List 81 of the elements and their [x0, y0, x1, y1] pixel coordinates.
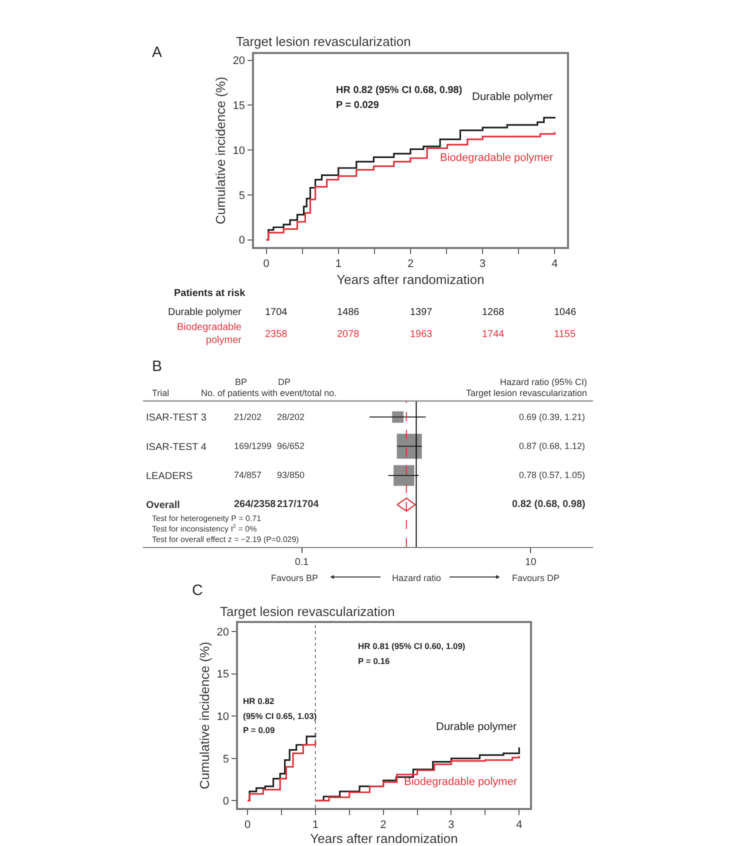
- text: 1046: [554, 307, 577, 318]
- series-label: Durable polymer: [472, 91, 554, 103]
- annotation: 28/202: [277, 412, 305, 422]
- text: 1397: [410, 307, 433, 318]
- text: 1704: [265, 307, 288, 318]
- y-tick-label: 20: [232, 55, 246, 68]
- y-tick-label: 0: [238, 234, 246, 247]
- annotation: Test for overall effect z = −2.19 (P=0.029): [152, 535, 300, 544]
- annotation: 169/1299: [234, 441, 272, 451]
- y-tick-label: 20: [216, 626, 230, 638]
- text: Biodegradable polymer: [177, 322, 242, 346]
- text: Hazard ratio (95% CI): [500, 377, 588, 387]
- text: 2358: [265, 329, 288, 340]
- y-tick-label: 15: [216, 668, 230, 681]
- annotation: HR 0.81 (95% CI 0.60, 1.09): [358, 641, 466, 651]
- x-tick-label: 1: [312, 818, 318, 831]
- y-tick-label: 5: [238, 190, 246, 202]
- annotation: 217/1704: [277, 499, 320, 510]
- x-axis-title: Years after randomization: [310, 831, 458, 846]
- annotation: P = 0.09: [243, 725, 276, 735]
- y-tick-label: Overall: [146, 500, 180, 512]
- text: Trial: [152, 388, 170, 398]
- x-tick-label: 3: [480, 258, 486, 270]
- series-label: Biodegradable polymer: [440, 152, 554, 164]
- annotation: 0.82 (0.68, 0.98): [512, 499, 586, 510]
- y-tick-label: 15: [232, 100, 246, 112]
- text: B: [152, 358, 162, 375]
- x-tick-label: 3: [448, 818, 454, 831]
- chart-title: Target lesion revascularization: [236, 34, 411, 49]
- annotation: 74/857: [234, 470, 262, 480]
- text: 1486: [337, 307, 360, 318]
- x-tick-label: 2: [380, 818, 386, 831]
- text: 1155: [554, 329, 576, 340]
- text: DP: [278, 377, 291, 387]
- text: 1268: [482, 307, 505, 318]
- annotation: 93/850: [277, 470, 305, 480]
- x-tick-label: 4: [516, 818, 522, 831]
- text: BP: [235, 377, 248, 387]
- x-tick-label: 1: [335, 258, 342, 270]
- y-tick-label: ISAR-TEST 3: [146, 412, 207, 424]
- x-tick-label: 0.1: [294, 557, 310, 568]
- y-tick-label: ISAR-TEST 4: [146, 442, 207, 453]
- y-tick-label: 10: [216, 710, 230, 723]
- annotation: 0.78 (0.57, 1.05): [519, 470, 586, 480]
- y-tick-label: 5: [222, 753, 230, 766]
- text: 2078: [337, 329, 360, 340]
- series-label: Biodegradable polymer: [404, 776, 518, 788]
- annotation: 0.69 (0.39, 1.21): [519, 412, 586, 422]
- annotation: 0.87 (0.68, 1.12): [519, 441, 586, 451]
- y-tick-label: 10: [232, 144, 246, 157]
- annotation: (95% CI 0.65, 1.03): [243, 711, 317, 721]
- text: A: [152, 44, 162, 61]
- y-tick-label: 0: [222, 796, 230, 808]
- x-axis-title: Years after randomization: [336, 272, 484, 288]
- text: Favours DP: [512, 573, 560, 583]
- annotation: Test for inconsistency I$^{2}$ = 0%: [152, 524, 257, 534]
- x-tick-label: 0: [263, 258, 270, 270]
- annotation: HR 0.82 (95% CI 0.68, 0.98): [336, 85, 462, 96]
- x-tick-label: 4: [552, 258, 558, 270]
- text: 1963: [410, 329, 433, 340]
- text: Patients at risk: [174, 288, 246, 299]
- y-tick-label: LEADERS: [146, 470, 194, 482]
- annotation: 21/202: [234, 412, 262, 422]
- annotation: 264/2358: [234, 499, 276, 510]
- annotation: P = 0.16: [358, 656, 390, 666]
- text: Favours BP: [271, 573, 318, 583]
- x-axis-title: Hazard ratio: [392, 573, 442, 583]
- text: No. of patients with event/total no.: [201, 388, 337, 398]
- text: 1744: [482, 329, 505, 340]
- y-axis-title: Cumulative incidence (%): [213, 76, 228, 224]
- annotation: P = 0.029: [336, 100, 380, 111]
- chart-title: Target lesion revascularization: [220, 604, 395, 619]
- annotation: HR 0.82: [243, 696, 274, 706]
- y-axis-title: Cumulative incidence (%): [197, 642, 212, 790]
- annotation: 96/652: [277, 441, 305, 451]
- x-tick-label: 2: [407, 258, 414, 270]
- text: Target lesion revascularization: [466, 388, 588, 398]
- text: Durable polymer: [168, 307, 242, 318]
- series-label: Durable polymer: [436, 721, 518, 733]
- annotation: Test for heterogeneity P = 0.71: [152, 514, 262, 523]
- text: C: [192, 582, 203, 599]
